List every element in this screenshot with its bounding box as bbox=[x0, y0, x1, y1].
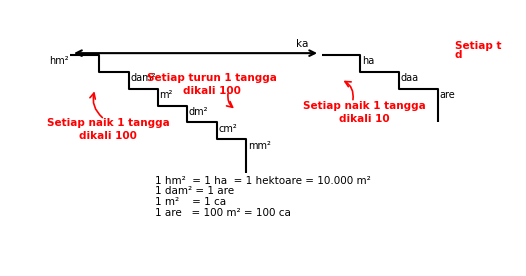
Text: dm²: dm² bbox=[189, 107, 208, 117]
Text: Setiap naik 1 tangga
dikali 100: Setiap naik 1 tangga dikali 100 bbox=[47, 118, 170, 141]
Text: are: are bbox=[439, 90, 455, 100]
Text: Setiap t: Setiap t bbox=[455, 41, 501, 51]
Text: d: d bbox=[455, 50, 462, 60]
Text: Setiap naik 1 tangga
dikali 10: Setiap naik 1 tangga dikali 10 bbox=[303, 101, 426, 124]
Text: ha: ha bbox=[362, 56, 374, 66]
Text: cm²: cm² bbox=[218, 124, 237, 134]
Text: m²: m² bbox=[159, 90, 173, 100]
Text: ka: ka bbox=[296, 39, 308, 49]
Text: 1 dam² = 1 are: 1 dam² = 1 are bbox=[155, 186, 234, 196]
Text: mm²: mm² bbox=[248, 141, 271, 151]
Text: 1 are   = 100 m² = 100 ca: 1 are = 100 m² = 100 ca bbox=[155, 208, 291, 218]
Text: daa: daa bbox=[401, 73, 419, 83]
Text: hm²: hm² bbox=[49, 56, 69, 66]
Text: dam²: dam² bbox=[130, 73, 156, 83]
Text: 1 m²    = 1 ca: 1 m² = 1 ca bbox=[155, 197, 226, 207]
Text: 1 hm²  = 1 ha  = 1 hektoare = 10.000 m²: 1 hm² = 1 ha = 1 hektoare = 10.000 m² bbox=[155, 176, 371, 185]
Text: Setiap turun 1 tangga
dikali 100: Setiap turun 1 tangga dikali 100 bbox=[147, 73, 276, 96]
